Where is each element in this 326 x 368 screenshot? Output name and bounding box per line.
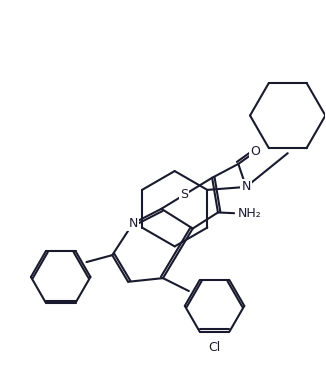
Text: N: N	[128, 217, 138, 230]
Text: O: O	[250, 145, 260, 158]
Text: N: N	[241, 180, 251, 194]
Text: NH₂: NH₂	[238, 207, 262, 220]
Text: Cl: Cl	[208, 341, 221, 354]
Text: S: S	[180, 188, 188, 201]
